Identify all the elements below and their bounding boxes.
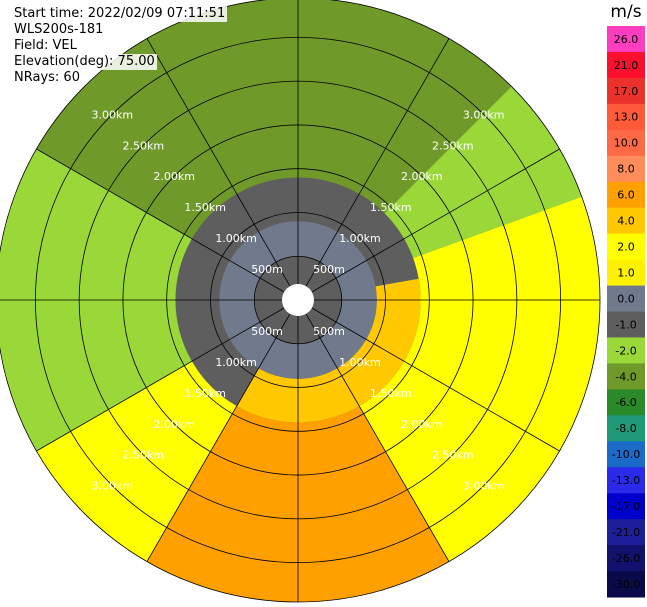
colorbar-tick-label-17: -13.0 (612, 474, 640, 487)
ring-label-0-135: 500m (313, 325, 345, 338)
colorbar-tick-label-6: 6.0 (617, 189, 635, 202)
ring-label-0-45: 500m (313, 263, 345, 276)
ring-label-5-45: 3.00km (463, 108, 505, 121)
spoke-300 (36, 148, 285, 293)
center-blank (282, 284, 314, 316)
colorbar-cell-16 (607, 441, 645, 468)
ring-label-2-135: 1.50km (370, 387, 412, 400)
colorbar-cell-19 (607, 519, 645, 546)
spoke-120 (311, 307, 560, 452)
colorbar-cell-10 (607, 285, 645, 312)
ring-label-4-45: 2.50km (432, 139, 474, 152)
ring-label-3-45: 2.00km (401, 170, 443, 183)
ring-label-3-315: 2.00km (153, 170, 195, 183)
ring-label-0-315: 500m (251, 263, 283, 276)
velocity-sector-2 (384, 86, 582, 259)
colorbar-tick-label-19: -21.0 (612, 526, 640, 539)
ring-label-2-315: 1.50km (184, 201, 226, 214)
ring-label-4-135: 2.50km (432, 449, 474, 462)
spoke-210 (146, 313, 291, 562)
colorbar-tick-label-18: -17.0 (612, 500, 640, 513)
colorbar-tick-label-21: -30.0 (612, 578, 640, 591)
colorbar-cell-0 (607, 26, 645, 53)
colorbar-tick-label-14: -6.0 (615, 396, 636, 409)
ring-label-0-225: 500m (251, 325, 283, 338)
colorbar-tick-label-16: -10.0 (612, 448, 640, 461)
colorbar-cell-9 (607, 259, 645, 287)
colorbar-tick-label-15: -8.0 (615, 422, 636, 435)
colorbar-cell-20 (607, 545, 645, 572)
ring-label-5-225: 3.00km (92, 480, 134, 493)
colorbar-tick-label-2: 17.0 (614, 85, 639, 98)
colorbar-tick-label-12: -2.0 (615, 344, 636, 357)
colorbar-cell-7 (607, 207, 645, 235)
elevation-text: Elevation(deg): 75.00 (12, 54, 157, 70)
colorbar-tick-label-10: 0.0 (617, 292, 635, 305)
colorbar-tick-label-7: 4.0 (617, 215, 635, 228)
spoke-150 (305, 313, 450, 562)
spoke-30 (305, 38, 450, 287)
colorbar-cell-18 (607, 493, 645, 520)
colorbar-tick-label-0: 26.0 (614, 33, 639, 46)
ring-label-1-45: 1.00km (339, 232, 381, 245)
field-text: Field: VEL (12, 38, 79, 54)
colorbar-cell-1 (607, 51, 645, 79)
ring-label-4-315: 2.50km (122, 139, 164, 152)
colorbar-cell-2 (607, 77, 645, 105)
colorbar-cell-5 (607, 155, 645, 183)
colorbar-cells: 26.0 21.0 17.0 13.0 10.0 8.0 6.0 4.0 2.0 1.0 0.0 -1… (607, 26, 645, 598)
colorbar-tick-label-5: 8.0 (617, 163, 635, 176)
ring-label-5-315: 3.00km (92, 108, 134, 121)
velocity-sector-5 (36, 361, 237, 562)
colorbar-cell-3 (607, 103, 645, 131)
colorbar-tick-label-4: 10.0 (614, 137, 639, 150)
ring-label-5-135: 3.00km (463, 480, 505, 493)
velocity-sector-3 (359, 196, 600, 562)
nrays-text: NRays: 60 (12, 70, 82, 86)
colorbar-cell-8 (607, 233, 645, 261)
colorbar-tick-label-3: 13.0 (614, 111, 639, 124)
colorbar-cell-13 (607, 363, 645, 390)
colorbar-cell-11 (607, 311, 645, 338)
site-name-text: WLS200s-181 (12, 22, 106, 38)
spoke-240 (36, 307, 285, 452)
ring-label-2-45: 1.50km (370, 201, 412, 214)
colorbar-tick-label-20: -26.0 (612, 552, 640, 565)
colorbar-tick-label-1: 21.0 (614, 59, 639, 72)
colorbar-cell-14 (607, 389, 645, 416)
colorbar-cell-17 (607, 467, 645, 494)
azimuth-spokes (0, 0, 600, 602)
ring-label-4-225: 2.50km (122, 449, 164, 462)
ring-label-3-135: 2.00km (401, 418, 443, 431)
ring-label-3-225: 2.00km (153, 418, 195, 431)
colorbar-tick-label-13: -4.0 (615, 370, 636, 383)
colorbar-cell-4 (607, 129, 645, 157)
ring-label-1-135: 1.00km (339, 356, 381, 369)
colorbar-cell-12 (607, 337, 645, 364)
spoke-330 (146, 38, 291, 287)
range-ring-labels: 500m 500m 500m 500m 1.00km 1.00km 1.00km 1.00km… (92, 108, 505, 492)
velocity-sector-6 (236, 278, 421, 423)
colorbar-tick-label-8: 2.0 (617, 241, 635, 254)
ring-label-1-225: 1.00km (215, 356, 257, 369)
start-time-text: Start time: 2022/02/09 07:11:51 (12, 6, 228, 22)
colorbar-unit-label: m/s (610, 2, 641, 22)
colorbar-tick-label-11: -1.0 (615, 318, 636, 331)
colorbar-cell-15 (607, 415, 645, 442)
colorbar-tick-label-9: 1.0 (617, 266, 635, 279)
colorbar-cell-21 (607, 571, 645, 598)
ring-label-1-315: 1.00km (215, 232, 257, 245)
ring-label-2-225: 1.50km (184, 387, 226, 400)
colorbar-cell-6 (607, 181, 645, 209)
spoke-60 (311, 148, 560, 293)
